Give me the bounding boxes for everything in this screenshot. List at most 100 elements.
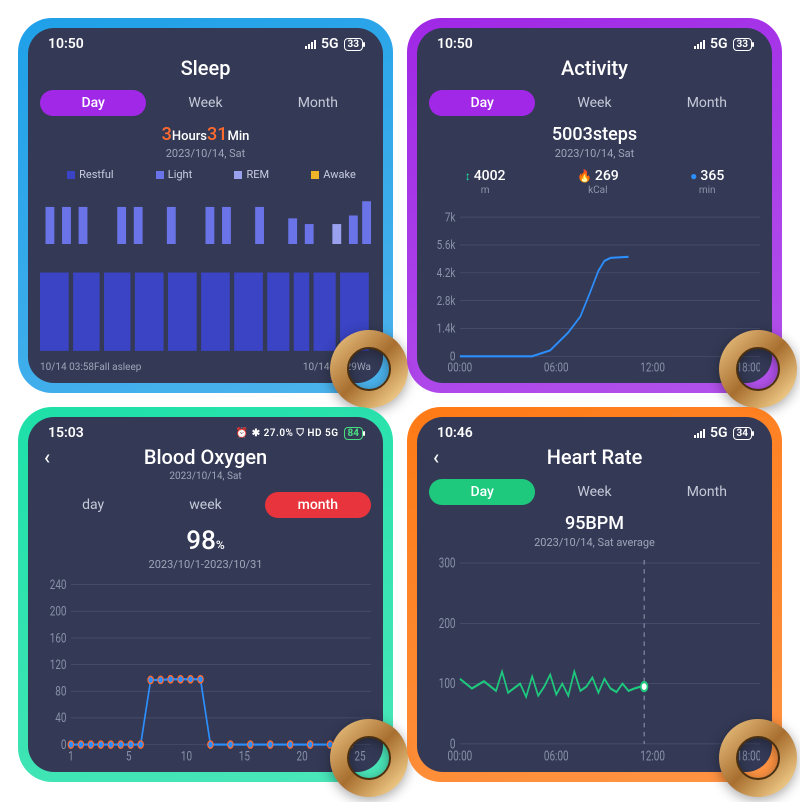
date: 2023/10/14, Sat xyxy=(40,147,371,160)
back-icon[interactable]: ‹ xyxy=(44,445,50,469)
status-right: 5G 34 xyxy=(694,425,752,441)
signal-icon xyxy=(305,40,316,49)
svg-text:200: 200 xyxy=(50,603,67,619)
network: 5G xyxy=(710,425,728,441)
svg-text:06:00: 06:00 xyxy=(544,748,569,762)
date-range: 2023/10/1-2023/10/31 xyxy=(40,558,371,571)
svg-text:12:00: 12:00 xyxy=(640,361,665,373)
title-text: Heart Rate xyxy=(547,445,643,469)
tab-month[interactable]: month xyxy=(265,492,371,518)
clock: 10:46 xyxy=(437,425,473,441)
page-title: Activity xyxy=(429,56,760,86)
chart-footer: 10/14 03:58Fall asleep 10/14 07:29Wa xyxy=(40,358,371,373)
svg-text:5.6k: 5.6k xyxy=(437,238,456,252)
summary: 98% 2023/10/1-2023/10/31 xyxy=(40,522,371,573)
metric: ↕ 4002m xyxy=(465,168,506,196)
tab-day[interactable]: Day xyxy=(40,90,146,116)
status-bar: 10:46 5G 34 xyxy=(429,423,760,445)
tab-week[interactable]: Week xyxy=(541,90,647,116)
legend-item: Awake xyxy=(299,168,356,181)
tab-month[interactable]: Month xyxy=(265,90,371,116)
tab-day[interactable]: Day xyxy=(429,479,535,505)
tab-week[interactable]: week xyxy=(152,492,258,518)
svg-text:00:00: 00:00 xyxy=(448,361,473,373)
svg-text:80: 80 xyxy=(55,683,66,699)
page-title: ‹ Blood Oxygen xyxy=(40,445,371,475)
tabs: Day Week Month xyxy=(429,475,760,509)
svg-text:2.8k: 2.8k xyxy=(437,294,456,308)
svg-text:5: 5 xyxy=(126,748,132,762)
svg-text:240: 240 xyxy=(50,577,67,593)
svg-text:20: 20 xyxy=(297,748,308,762)
tab-month[interactable]: Month xyxy=(654,90,760,116)
svg-text:120: 120 xyxy=(50,657,67,673)
sleep-chart xyxy=(40,187,371,358)
tab-day[interactable]: day xyxy=(40,492,146,518)
status-bar: 10:50 5G 33 xyxy=(40,34,371,56)
heart-panel: 10:46 5G 34 ‹ Heart Rate Day Week Month … xyxy=(407,407,782,782)
tab-month[interactable]: Month xyxy=(654,479,760,505)
legend-item: Restful xyxy=(55,168,113,181)
svg-text:40: 40 xyxy=(55,710,66,726)
tabs: Day Week Month xyxy=(429,86,760,120)
signal-icon xyxy=(694,429,705,438)
tab-week[interactable]: Week xyxy=(152,90,258,116)
svg-text:100: 100 xyxy=(439,676,456,692)
svg-text:1.4k: 1.4k xyxy=(437,322,456,336)
sleep-start: 10/14 03:58Fall asleep xyxy=(40,362,141,373)
spo2-value: 98% xyxy=(40,526,371,556)
network: 5G xyxy=(321,36,339,52)
status-right: 5G 33 xyxy=(305,36,363,52)
battery-icon: 34 xyxy=(733,427,752,440)
tabs: day week month xyxy=(40,488,371,522)
status-bar: 10:50 5G 33 xyxy=(429,34,760,56)
battery-icon: 33 xyxy=(344,38,363,51)
svg-text:00:00: 00:00 xyxy=(448,748,473,762)
network: 5G xyxy=(710,36,728,52)
heart-chart: 010020030000:0006:0012:0018:00 xyxy=(429,551,760,762)
sleep-duration: 3Hours31Min xyxy=(40,124,371,145)
ring-icon xyxy=(718,329,798,409)
summary: 3Hours31Min 2023/10/14, Sat xyxy=(40,120,371,162)
blood-chart: 040801201602002401510152025 xyxy=(40,573,371,762)
metric: ● 365min xyxy=(690,168,724,196)
summary: 95BPM 2023/10/14, Sat average xyxy=(429,509,760,551)
svg-text:06:00: 06:00 xyxy=(544,361,569,373)
steps: 5003steps xyxy=(429,124,760,145)
svg-text:12:00: 12:00 xyxy=(640,748,665,762)
svg-text:15: 15 xyxy=(239,748,251,762)
svg-text:300: 300 xyxy=(439,555,456,571)
status-right: 5G 33 xyxy=(694,36,752,52)
ring-icon xyxy=(329,329,409,409)
ring-icon xyxy=(718,718,798,798)
clock: 15:03 xyxy=(48,425,84,441)
summary: 5003steps 2023/10/14, Sat xyxy=(429,120,760,162)
sleep-panel: 10:50 5G 33 Sleep Day Week Month 3Hours3… xyxy=(18,18,393,393)
activity-chart: 01.4k2.8k4.2k5.6k7k00:0006:0012:0018:00 xyxy=(429,206,760,373)
svg-text:160: 160 xyxy=(50,630,67,646)
status-bar: 15:03 ⏰ ✱ 27.0% ⛉ HD 5G 84 xyxy=(40,423,371,445)
svg-text:4.2k: 4.2k xyxy=(437,266,456,280)
back-icon[interactable]: ‹ xyxy=(433,445,439,469)
status-icons: ⏰ ✱ 27.0% ⛉ HD 5G xyxy=(236,428,339,439)
page-title: ‹ Heart Rate xyxy=(429,445,760,475)
svg-text:200: 200 xyxy=(439,615,456,631)
page-title: Sleep xyxy=(40,56,371,86)
legend-item: Light xyxy=(144,168,192,181)
battery-icon: 33 xyxy=(733,38,752,51)
bpm: 95BPM xyxy=(429,513,760,534)
tab-week[interactable]: Week xyxy=(541,479,647,505)
svg-text:0: 0 xyxy=(61,737,67,753)
ring-icon xyxy=(329,718,409,798)
battery-icon: 84 xyxy=(344,427,363,440)
signal-icon xyxy=(694,40,705,49)
title-text: Blood Oxygen xyxy=(144,445,267,469)
tabs: Day Week Month xyxy=(40,86,371,120)
date: 2023/10/14, Sat average xyxy=(429,536,760,549)
activity-panel: 10:50 5G 33 Activity Day Week Month 5003… xyxy=(407,18,782,393)
date: 2023/10/14, Sat xyxy=(429,147,760,160)
svg-text:10: 10 xyxy=(181,748,192,762)
legend-item: REM xyxy=(222,168,269,181)
tab-day[interactable]: Day xyxy=(429,90,535,116)
svg-text:7k: 7k xyxy=(445,210,456,224)
